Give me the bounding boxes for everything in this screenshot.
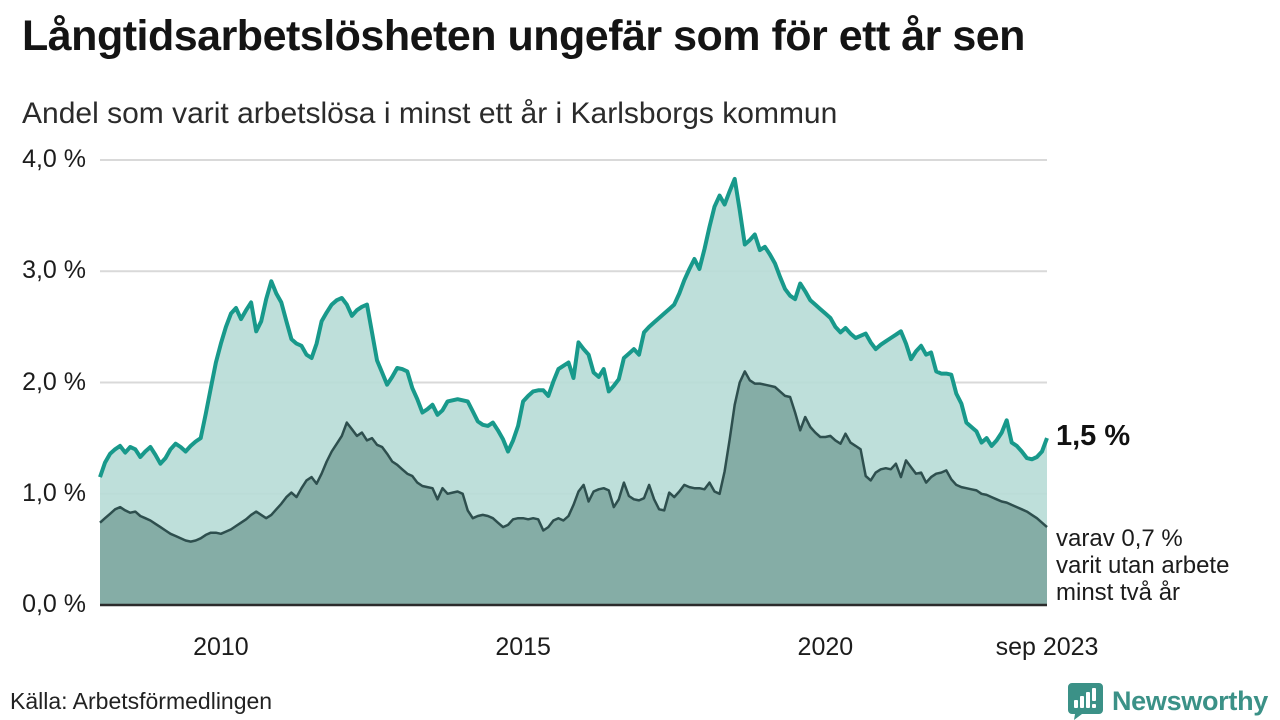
- latest-value-annotation: 1,5 %: [1056, 420, 1131, 453]
- source-note: Källa: Arbetsförmedlingen: [10, 688, 273, 714]
- two-year-annotation-line: minst två år: [1056, 579, 1181, 607]
- x-tick-label-2020: 2020: [797, 633, 854, 661]
- two-year-annotation: varav 0,7 % varit utan arbete minst två år: [1056, 525, 1229, 606]
- x-tick-label-2015: 2015: [495, 633, 551, 661]
- y-tick-label-0,0 %: 0,0 %: [22, 590, 86, 618]
- newsworthy-bubble-icon: [1067, 683, 1103, 720]
- y-tick-label-2,0 %: 2,0 %: [22, 367, 86, 396]
- y-tick-label-3,0 %: 3,0 %: [22, 256, 86, 285]
- x-tick-label-2010: 2010: [193, 633, 249, 661]
- two-year-annotation-line: varav 0,7 %: [1056, 525, 1183, 553]
- y-tick-label-1,0 %: 1,0 %: [22, 478, 86, 507]
- x-tick-label-sep 2023: sep 2023: [995, 633, 1099, 661]
- area-series-1: [100, 371, 1047, 605]
- chart-title: Långtidsarbetslösheten ungefär som för e…: [22, 12, 1025, 60]
- line-series-1: [99, 370, 1048, 543]
- newsworthy-logo-text: Newsworthy: [1111, 685, 1268, 716]
- chart-subtitle: Andel som varit arbetslösa i minst ett å…: [22, 97, 838, 130]
- newsworthy-logo[interactable]: Newsworthy: [1067, 682, 1268, 720]
- line-series-0: [98, 176, 1049, 478]
- two-year-annotation-line: varit utan arbete: [1056, 552, 1230, 580]
- y-tick-label-4,0 %: 4,0 %: [22, 145, 86, 173]
